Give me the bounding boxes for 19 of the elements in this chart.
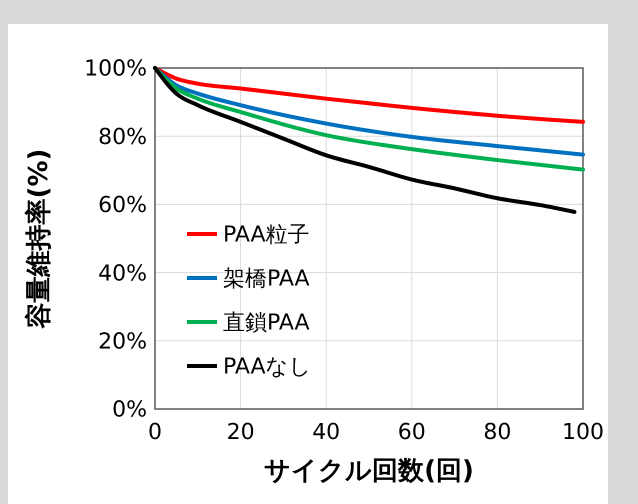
y-tick-label: 80% [98, 124, 147, 150]
x-tick-label: 20 [226, 420, 255, 445]
x-tick-label: 80 [483, 420, 512, 445]
x-tick-label: 0 [148, 420, 162, 445]
y-tick-label: 40% [98, 261, 147, 286]
y-tick-label: 100% [84, 56, 147, 82]
legend-label: PAAなし [223, 354, 312, 380]
legend-label: PAA粒子 [223, 222, 310, 248]
legend-label: 架橋PAA [223, 266, 310, 292]
y-axis-title: 容量維持率(%) [24, 148, 54, 330]
x-tick-label: 100 [562, 420, 604, 445]
x-tick-label: 40 [312, 420, 340, 445]
y-tick-label: 60% [98, 193, 147, 218]
y-tick-label: 0% [112, 398, 147, 423]
x-axis-title: サイクル回数(回) [264, 456, 474, 486]
legend-label: 直鎖PAA [223, 310, 310, 336]
line-series [153, 66, 576, 214]
x-tick-label: 60 [398, 420, 426, 445]
y-tick-label: 20% [98, 330, 147, 354]
